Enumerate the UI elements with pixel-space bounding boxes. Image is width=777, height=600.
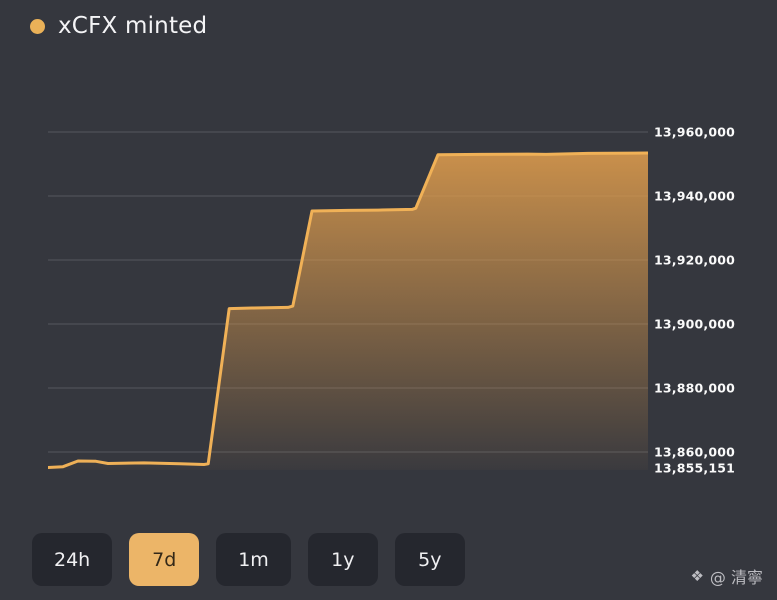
legend-label: xCFX minted xyxy=(58,13,208,39)
y-axis-label: 13,860,000 xyxy=(654,444,736,460)
range-button-1y[interactable]: 1y xyxy=(307,533,378,586)
y-axis-labels: 13,960,000 13,940,000 13,920,000 13,900,000… xyxy=(654,110,774,480)
range-button-1m[interactable]: 1m xyxy=(216,533,291,586)
y-axis-label: 13,880,000 xyxy=(654,380,736,396)
y-axis-label: 13,900,000 xyxy=(654,316,736,332)
chart-legend: xCFX minted xyxy=(30,6,207,46)
watermark: ❖ @ 清寧 xyxy=(690,564,763,588)
y-axis-label: 13,940,000 xyxy=(654,188,736,204)
y-axis-label: 13,960,000 xyxy=(654,124,736,140)
chart-plot-area xyxy=(48,110,648,470)
legend-dot-icon xyxy=(30,18,45,34)
minted-area-chart xyxy=(48,131,648,470)
range-button-7d[interactable]: 7d xyxy=(129,533,200,586)
time-range-selector: 24h 7d 1m 1y 5y xyxy=(32,533,465,586)
watermark-logo-icon: ❖ xyxy=(690,567,704,585)
y-axis-label: 13,855,151 xyxy=(654,460,736,475)
range-button-5y[interactable]: 5y xyxy=(394,533,465,586)
range-button-24h[interactable]: 24h xyxy=(32,533,113,586)
watermark-text: @ 清寧 xyxy=(709,568,763,587)
y-axis-label: 13,920,000 xyxy=(654,252,736,268)
